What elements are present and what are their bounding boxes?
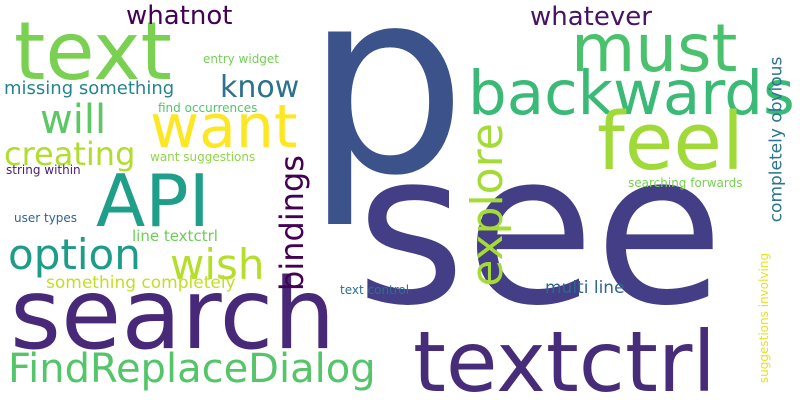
word-feel: feel xyxy=(597,96,744,188)
word-creating: creating xyxy=(4,135,136,173)
word-bindings: bindings xyxy=(272,155,311,291)
word-whatnot: whatnot xyxy=(126,1,233,31)
word-search: search xyxy=(10,258,336,372)
word-find-occurrences: find occurrences xyxy=(158,101,258,115)
word-searching-forwards: searching forwards xyxy=(628,176,743,190)
word-wish: wish xyxy=(170,240,265,289)
word-want-suggestions: want suggestions xyxy=(150,150,256,164)
word-know: know xyxy=(220,70,300,105)
word-suggestions-involving: suggestions involving xyxy=(757,252,772,384)
word-will: will xyxy=(40,97,107,143)
word-text: text xyxy=(14,5,172,98)
word-option: option xyxy=(8,230,141,279)
word-api: API xyxy=(96,159,210,243)
word-entry-widget: entry widget xyxy=(203,52,280,66)
word-must: must xyxy=(571,10,738,87)
word-textctrl: textctrl xyxy=(413,313,716,400)
word-findreplacedialog: FindReplaceDialog xyxy=(8,346,376,392)
word-text-control: text control xyxy=(340,283,410,297)
word-see: see xyxy=(356,107,724,352)
word-line-textctrl: line textctrl xyxy=(132,227,218,245)
word-multi-line: multi line xyxy=(545,278,625,298)
word-p: p xyxy=(305,0,467,232)
word-whatever: whatever xyxy=(530,2,652,32)
word-user-types: user types xyxy=(14,211,78,225)
word-string-within: string within xyxy=(6,163,81,177)
word-want: want xyxy=(150,92,298,162)
word-missing-something: missing something xyxy=(4,78,175,99)
word-explore: explore xyxy=(461,123,513,287)
word-backwards: backwards xyxy=(468,58,795,129)
word-something-completely: something completely xyxy=(46,273,236,293)
word-completely-obvious: completely obvious xyxy=(766,56,787,223)
